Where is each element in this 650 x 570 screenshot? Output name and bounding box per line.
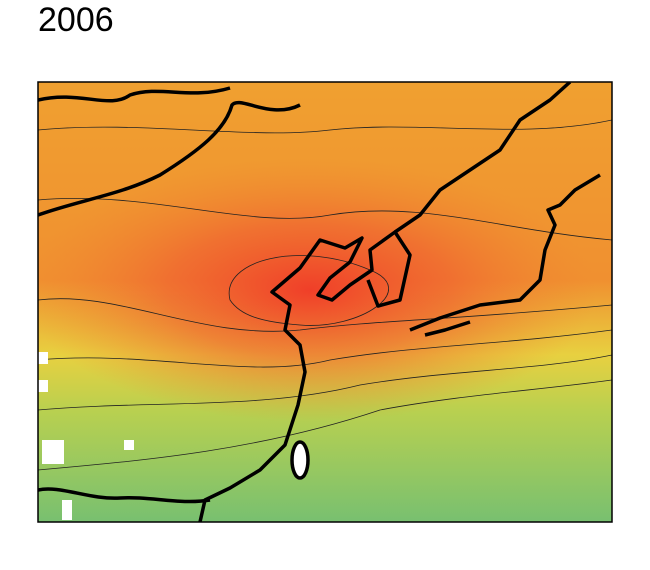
- title: 2006: [38, 1, 114, 39]
- coastlines: [38, 82, 601, 522]
- contours: [38, 119, 612, 471]
- missing-cells: [38, 352, 134, 520]
- map-area: [38, 82, 612, 522]
- frame: [37, 81, 613, 523]
- field-hot: [38, 82, 612, 522]
